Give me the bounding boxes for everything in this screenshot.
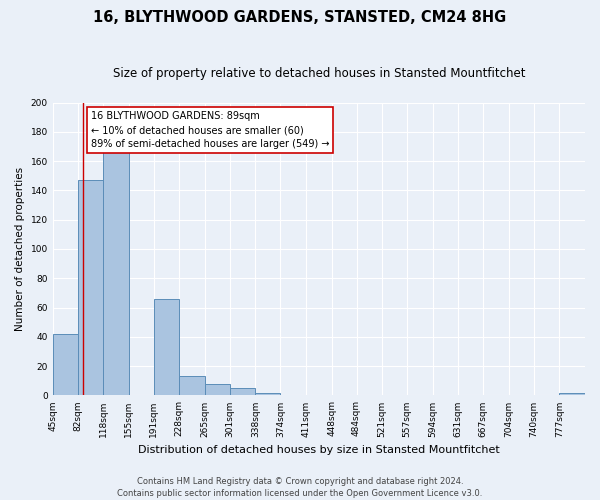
Bar xyxy=(103,151,129,396)
Bar xyxy=(205,384,230,396)
Text: Contains HM Land Registry data © Crown copyright and database right 2024.
Contai: Contains HM Land Registry data © Crown c… xyxy=(118,476,482,498)
Text: 16, BLYTHWOOD GARDENS, STANSTED, CM24 8HG: 16, BLYTHWOOD GARDENS, STANSTED, CM24 8H… xyxy=(94,10,506,25)
X-axis label: Distribution of detached houses by size in Stansted Mountfitchet: Distribution of detached houses by size … xyxy=(138,445,500,455)
Bar xyxy=(559,392,585,396)
Title: Size of property relative to detached houses in Stansted Mountfitchet: Size of property relative to detached ho… xyxy=(113,68,525,80)
Y-axis label: Number of detached properties: Number of detached properties xyxy=(15,167,25,331)
Bar xyxy=(230,388,256,396)
Text: 16 BLYTHWOOD GARDENS: 89sqm
← 10% of detached houses are smaller (60)
89% of sem: 16 BLYTHWOOD GARDENS: 89sqm ← 10% of det… xyxy=(91,112,329,150)
Bar xyxy=(154,299,179,396)
Bar xyxy=(53,334,78,396)
Bar xyxy=(179,376,205,396)
Bar xyxy=(256,392,280,396)
Bar xyxy=(78,180,103,396)
